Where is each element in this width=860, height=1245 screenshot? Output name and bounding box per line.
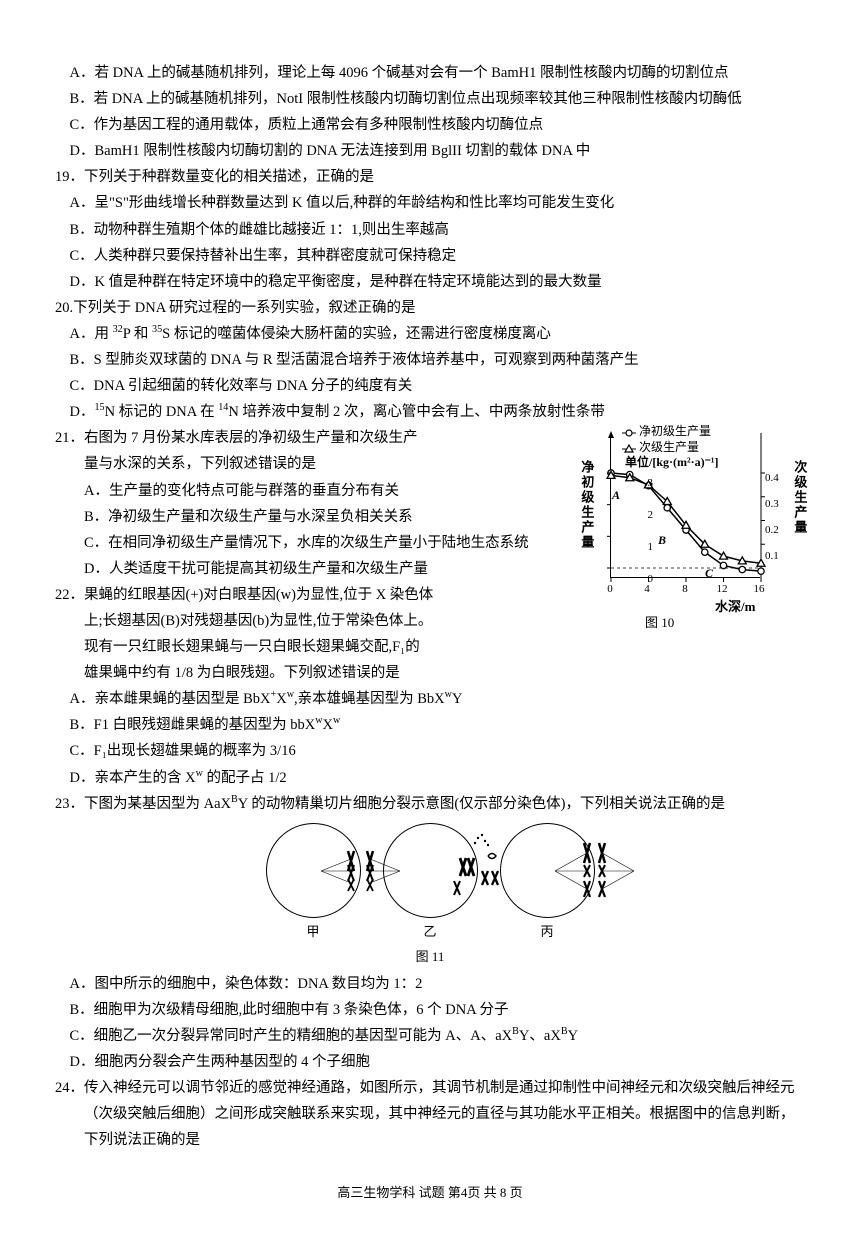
cell-label-yi: 乙	[383, 920, 478, 943]
q21-optA: A．生产量的变化特点可能与群落的垂直分布有关	[84, 478, 564, 504]
q22-stem4: 雄果蝇中约有 1/8 为白眼残翅。下列叙述错误的是	[84, 660, 805, 686]
q21-optC: C．在相同净初级生产量情况下，水库的次级生产量小于陆地生态系统	[84, 530, 564, 556]
cell-bing	[500, 823, 595, 918]
q21-optD: D．人类适度干扰可能提高其初级生产量和次级生产量	[84, 556, 564, 582]
ytick: 1	[643, 538, 653, 558]
figure-11-caption: 图 11	[55, 945, 805, 968]
q22-optD: D．亲本产生的含 Xw 的配子占 1/2	[70, 765, 806, 791]
q22-optB: B．F1 白眼残翅雌果蝇的基因型为 bbXwXw	[70, 712, 806, 738]
y2tick: 0.1	[765, 547, 793, 567]
q18-optC: C．作为基因工程的通用载体，质粒上通常会有多种限制性核酸内切酶位点	[70, 112, 806, 138]
q22-stem3: 现有一只红眼长翅果蝇与一只白眼长翅果蝇交配,F₁的	[84, 634, 564, 660]
chart-axes	[610, 433, 760, 578]
q23-stem: 23．下图为某基因型为 AaXBY 的动物精巢切片细胞分裂示意图(仅示部分染色体…	[55, 791, 805, 817]
q22-optC: C．F₁出现长翅雄果蝇的概率为 3/16	[70, 738, 806, 764]
q18-optA: A．若 DNA 上的碱基随机排列，理论上每 4096 个碱基对会有一个 BamH…	[70, 60, 806, 86]
y2tick: 0.3	[765, 495, 793, 515]
chart-label-C: C	[705, 563, 713, 585]
q23-optB: B．细胞甲为次级精母细胞,此时细胞中有 3 条染色体，6 个 DNA 分子	[70, 997, 806, 1023]
cell-label-jia: 甲	[266, 920, 361, 943]
q18-optD: D．BamH1 限制性核酸内切酶切割的 DNA 无法连接到用 BglII 切割的…	[70, 138, 806, 164]
ytick: 3	[643, 474, 653, 494]
q24-stem: 24．传入神经元可以调节邻近的感觉神经通路，如图所示，其调节机制是通过抑制性中间…	[55, 1075, 805, 1153]
chart-label-B: B	[658, 530, 666, 552]
q23-optA: A．图中所示的细胞中，染色体数：DNA 数目均为 1：2	[70, 971, 806, 997]
q21-row: 21．右图为 7 月份某水库表层的净初级生产量和次级生产 量与水深的关系，下列叙…	[55, 425, 805, 660]
q20-optC: C．DNA 引起细菌的转化效率与 DNA 分子的纯度有关	[70, 373, 806, 399]
q19-optB: B．动物种群生殖期个体的雌雄比越接近 1：1,则出生率越高	[70, 217, 806, 243]
q19-optC: C．人类种群只要保持替补出生率，其种群密度就可保持稳定	[70, 243, 806, 269]
xtick: 8	[678, 580, 692, 600]
q23-optD: D．细胞丙分裂会产生两种基因型的 4 个子细胞	[70, 1049, 806, 1075]
chart-figure-10: 净初级生产量 次级生产量 单位/[kg·(m²·a)⁻¹] 净初级生产量 次级生…	[570, 425, 805, 630]
y2tick: 0.2	[765, 521, 793, 541]
cell-label-bing: 丙	[500, 920, 595, 943]
yaxis-left-label: 净初级生产量	[575, 460, 598, 550]
q20-optA: A．用 32P 和 35S 标记的噬菌体侵染大肠杆菌的实验，还需进行密度梯度离心	[70, 321, 806, 347]
q18-optB: B．若 DNA 上的碱基随机排列，NotI 限制性核酸内切酶切割位点出现频率较其…	[70, 86, 806, 112]
q21-stem2: 量与水深的关系，下列叙述错误的是	[84, 451, 564, 477]
page-footer: 高三生物学科 试题 第4页 共 8 页	[55, 1181, 805, 1204]
q22-stem2: 上;长翅基因(B)对残翅基因(b)为显性,位于常染色体上。	[84, 608, 564, 634]
q20-optB: B．S 型肺炎双球菌的 DNA 与 R 型活菌混合培养于液体培养基中，可观察到两…	[70, 347, 806, 373]
xtick: 0	[603, 580, 617, 600]
q20-stem: 20.下列关于 DNA 研究过程的一系列实验，叙述正确的是	[55, 295, 805, 321]
xaxis-label: 水深/m	[715, 595, 755, 618]
cell-yi	[383, 823, 478, 918]
q19-optD: D．K 值是种群在特定环境中的稳定平衡密度，是种群在特定环境能达到的最大数量	[70, 269, 806, 295]
q21-stem1: 21．右图为 7 月份某水库表层的净初级生产量和次级生产	[55, 425, 564, 451]
exam-page: A．若 DNA 上的碱基随机排列，理论上每 4096 个碱基对会有一个 BamH…	[55, 60, 805, 1205]
chart-caption: 图 10	[645, 611, 674, 634]
cell-figures: 甲 乙 丙 图 11	[55, 823, 805, 969]
q21-optB: B．净初级生产量和次级生产量与水深呈负相关关系	[84, 504, 564, 530]
xtick: 4	[640, 580, 654, 600]
q19-optA: A．呈"S"形曲线增长种群数量达到 K 值以后,种群的年龄结构和性比率均可能发生…	[70, 190, 806, 216]
y2tick: 0.4	[765, 469, 793, 489]
cell-jia	[266, 823, 361, 918]
ytick: 2	[643, 506, 653, 526]
q22-stem1: 22．果蝇的红眼基因(+)对白眼基因(w)为显性,位于 X 染色体	[55, 582, 564, 608]
q22-optA: A．亲本雌果蝇的基因型是 BbX+Xw,亲本雄蝇基因型为 BbXwY	[70, 686, 806, 712]
q23-optC: C．细胞乙一次分裂异常同时产生的精细胞的基因型可能为 A、A、aXBY、aXBY	[70, 1023, 806, 1049]
chart-label-A: A	[612, 485, 620, 507]
q19-stem: 19．下列关于种群数量变化的相关描述，正确的是	[55, 164, 805, 190]
